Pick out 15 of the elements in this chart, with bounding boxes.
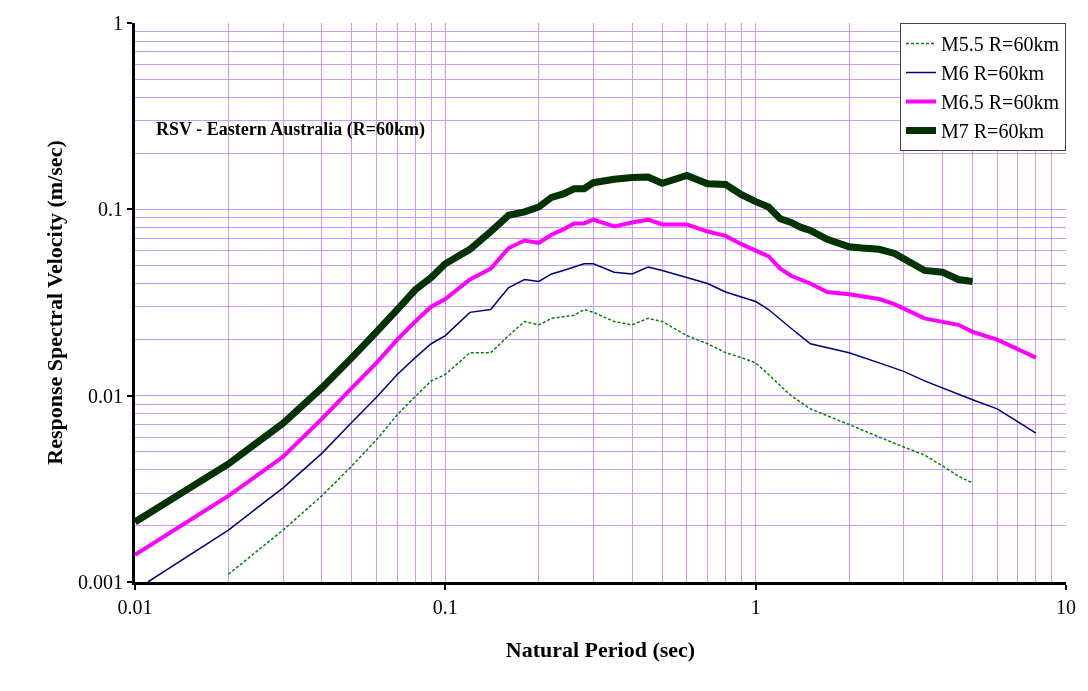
y-axis-title: Response Spectral Velocity (m/sec) <box>41 140 67 465</box>
x-tick-label: 10 <box>1056 596 1076 618</box>
x-tick-label: 0.1 <box>432 596 458 618</box>
legend-label: M7 R=60km <box>941 120 1045 143</box>
legend-label: M5.5 R=60km <box>941 33 1060 56</box>
y-tick-label: 0.01 <box>88 384 123 407</box>
x-tick-label: 1 <box>750 596 761 618</box>
x-axis-title: Natural Period (sec) <box>505 636 696 662</box>
x-tick-label: 0.01 <box>117 596 153 618</box>
legend-label: M6 R=60km <box>941 62 1045 85</box>
y-tick-label: 1 <box>113 12 123 34</box>
y-tick-label: 0.001 <box>78 571 123 593</box>
y-tick-label: 0.1 <box>98 198 123 221</box>
legend-label: M6.5 R=60km <box>941 91 1060 114</box>
text: RSV - Eastern Australia (R=60km) <box>156 119 425 140</box>
